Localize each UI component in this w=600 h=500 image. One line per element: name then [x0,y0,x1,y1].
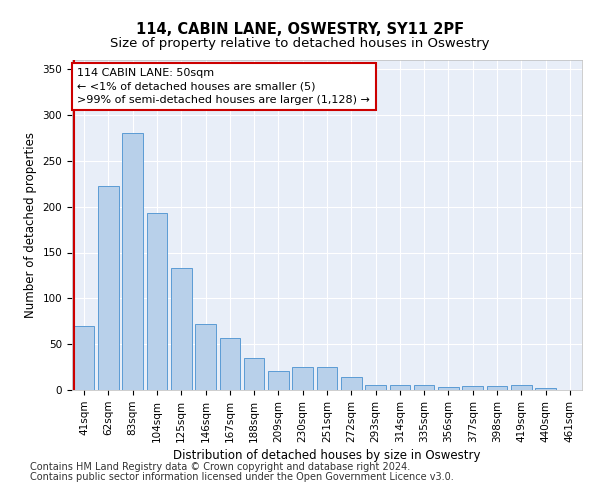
Bar [389,384,410,390]
Text: Contains HM Land Registry data © Crown copyright and database right 2024.: Contains HM Land Registry data © Crown c… [30,462,410,472]
Bar [220,338,240,390]
Text: Contains public sector information licensed under the Open Government Licence v3: Contains public sector information licen… [30,472,454,482]
Bar [535,388,556,390]
Bar [244,358,265,390]
Bar [146,213,167,390]
Bar [171,268,191,390]
Text: Size of property relative to detached houses in Oswestry: Size of property relative to detached ho… [110,38,490,51]
Bar [98,186,119,390]
Bar [122,134,143,390]
Bar [511,386,532,390]
Bar [487,386,508,390]
Text: 114, CABIN LANE, OSWESTRY, SY11 2PF: 114, CABIN LANE, OSWESTRY, SY11 2PF [136,22,464,38]
Bar [74,326,94,390]
Bar [463,386,483,390]
Text: 114 CABIN LANE: 50sqm
← <1% of detached houses are smaller (5)
>99% of semi-deta: 114 CABIN LANE: 50sqm ← <1% of detached … [77,68,370,104]
X-axis label: Distribution of detached houses by size in Oswestry: Distribution of detached houses by size … [173,449,481,462]
Bar [268,371,289,390]
Bar [365,384,386,390]
Bar [317,367,337,390]
Bar [414,384,434,390]
Bar [292,367,313,390]
Bar [195,324,216,390]
Bar [341,377,362,390]
Y-axis label: Number of detached properties: Number of detached properties [24,132,37,318]
Bar [438,387,459,390]
